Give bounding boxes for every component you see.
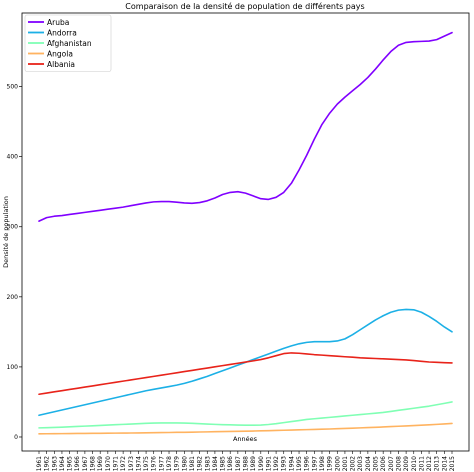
x-tick-label: 1979 [174, 456, 181, 471]
legend-label: Andorra [47, 28, 77, 37]
x-tick-label: 1977 [158, 456, 165, 471]
legend-label: Aruba [47, 18, 69, 27]
x-tick-label: 1993 [281, 456, 288, 471]
y-tick-label: 0 [14, 434, 18, 441]
x-tick-label: 1992 [273, 456, 280, 471]
x-tick-label: 2008 [395, 456, 402, 471]
x-tick-label: 1989 [250, 456, 257, 471]
x-tick-label: 2003 [357, 456, 364, 471]
x-tick-label: 2014 [441, 456, 448, 471]
y-axis-title: Densité de population [2, 196, 10, 268]
x-tick-label: 1970 [105, 456, 112, 471]
series-line-afghanistan [38, 401, 453, 429]
x-tick-label: 1978 [166, 456, 173, 471]
x-tick-label: 1965 [67, 456, 74, 471]
x-tick-label: 1976 [151, 456, 158, 471]
x-tick-label: 2007 [388, 456, 395, 471]
x-tick-label: 1971 [112, 456, 119, 471]
x-tick-label: 1962 [44, 456, 51, 471]
x-tick-label: 1963 [51, 456, 58, 471]
y-tick-label: 400 [7, 154, 19, 161]
y-tick-label: 100 [7, 364, 19, 371]
x-tick-label: 1974 [135, 456, 142, 471]
x-tick-label: 1966 [74, 456, 81, 471]
x-tick-label: 2012 [426, 456, 433, 471]
x-axis: 1961 1962 1963 1964 1965 1966 1967 1968 1969 1970… [36, 451, 456, 471]
x-tick-label: 1998 [319, 456, 326, 471]
x-tick-label: 1975 [143, 456, 150, 471]
x-tick-label: 1994 [288, 456, 295, 471]
x-tick-label: 2000 [334, 456, 341, 471]
x-tick-label: 1969 [97, 456, 104, 471]
x-tick-label: 1961 [36, 456, 43, 471]
x-tick-label: 1983 [204, 456, 211, 471]
x-tick-label: 1997 [311, 456, 318, 471]
legend-label: Angola [47, 49, 73, 58]
x-tick-label: 1964 [59, 456, 66, 471]
x-tick-label: 1985 [220, 456, 227, 471]
legend-box [24, 14, 112, 72]
chart-title: Comparaison de la densité de population … [125, 1, 364, 11]
x-tick-label: 2006 [380, 456, 387, 471]
x-tick-label: 1973 [128, 456, 135, 471]
x-tick-label: 1986 [227, 456, 234, 471]
x-tick-label: 1972 [120, 456, 127, 471]
y-tick-label: 300 [7, 224, 19, 231]
series-line-albania [38, 352, 453, 396]
x-tick-label: 1984 [212, 456, 219, 471]
x-tick-label: 1995 [296, 456, 303, 471]
x-tick-label: 2011 [418, 456, 425, 471]
x-tick-label: 1991 [265, 456, 272, 471]
y-tick-label: 500 [7, 84, 19, 91]
x-tick-label: 2002 [350, 456, 357, 471]
legend-label: Albania [47, 60, 75, 69]
x-tick-label: 2015 [449, 456, 456, 471]
x-tick-label: 2010 [411, 456, 418, 471]
x-tick-label: 1980 [181, 456, 188, 471]
x-tick-label: 2001 [342, 456, 349, 471]
series-line-aruba [38, 31, 453, 222]
x-tick-label: 2004 [365, 456, 372, 471]
x-tick-label: 1981 [189, 456, 196, 471]
x-tick-label: 1996 [304, 456, 311, 471]
x-tick-label: 1990 [258, 456, 265, 471]
legend-label: Afghanistan [47, 39, 92, 48]
x-tick-label: 2009 [403, 456, 410, 471]
x-tick-label: 1987 [235, 456, 242, 471]
series-line-angola [38, 422, 453, 435]
x-tick-label: 2005 [373, 456, 380, 471]
x-axis-title: Années [233, 435, 258, 443]
x-tick-label: 1968 [90, 456, 97, 471]
y-axis: 0 100 200 300 400 500 [7, 84, 22, 441]
x-tick-label: 1967 [82, 456, 89, 471]
x-tick-label: 1988 [243, 456, 250, 471]
series-lines [38, 31, 453, 435]
y-tick-label: 200 [7, 294, 19, 301]
x-tick-label: 1999 [327, 456, 334, 471]
x-tick-label: 2013 [434, 456, 441, 471]
x-tick-label: 1982 [197, 456, 204, 471]
